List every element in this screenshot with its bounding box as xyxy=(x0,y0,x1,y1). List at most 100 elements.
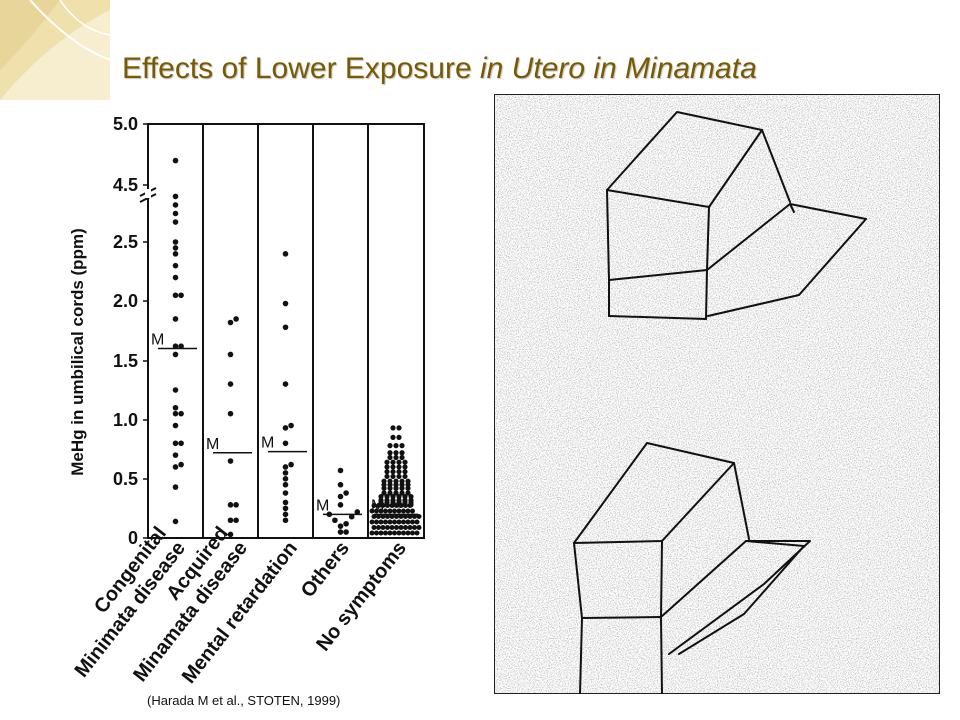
data-point xyxy=(384,459,390,465)
data-point xyxy=(172,316,179,322)
data-point xyxy=(412,525,417,530)
data-point xyxy=(381,478,387,484)
data-point xyxy=(402,502,408,508)
data-point xyxy=(172,210,179,217)
data-point xyxy=(227,502,234,508)
data-point xyxy=(282,425,289,431)
data-point xyxy=(399,450,405,456)
data-point xyxy=(402,469,408,475)
data-point xyxy=(227,410,234,417)
data-point xyxy=(410,530,415,536)
data-point xyxy=(337,481,344,488)
data-point xyxy=(282,251,289,257)
data-point xyxy=(405,508,411,514)
data-point xyxy=(398,525,404,530)
data-point xyxy=(414,519,420,525)
data-point xyxy=(172,422,179,429)
data-point xyxy=(337,502,344,508)
data-point xyxy=(396,459,402,465)
data-point xyxy=(337,467,344,474)
axis-break-gap xyxy=(145,189,151,198)
data-point xyxy=(390,434,396,440)
data-point xyxy=(378,508,384,514)
data-point xyxy=(396,425,402,431)
data-point xyxy=(383,508,388,514)
data-point xyxy=(402,464,408,470)
data-point xyxy=(396,469,402,475)
data-point xyxy=(387,450,393,456)
data-point xyxy=(416,514,422,519)
data-point xyxy=(389,525,395,530)
citation: (Harada M et al., STOTEN, 1999) xyxy=(147,693,341,708)
data-point xyxy=(390,473,396,480)
data-point xyxy=(385,514,390,519)
data-point xyxy=(233,316,239,322)
data-point xyxy=(401,519,406,525)
data-point xyxy=(282,499,289,506)
data-point xyxy=(178,461,184,468)
data-point xyxy=(387,478,393,484)
data-point xyxy=(393,485,399,491)
data-point xyxy=(282,464,289,470)
data-point xyxy=(387,490,393,496)
data-point xyxy=(384,502,390,508)
data-point xyxy=(282,476,289,482)
data-point xyxy=(402,459,408,465)
data-point xyxy=(380,514,386,519)
data-point xyxy=(387,519,393,525)
data-point xyxy=(381,490,387,496)
data-point xyxy=(172,274,179,281)
data-point xyxy=(371,503,377,508)
median-label: M xyxy=(261,435,274,452)
data-point xyxy=(227,351,234,358)
x-category-label: CongenitalMinimata disease xyxy=(52,523,190,682)
data-point xyxy=(390,493,396,500)
data-point xyxy=(393,482,399,488)
data-point xyxy=(399,478,405,484)
scatter-chart: MeHg in umbilical cords (ppm) 0 0.5 1.0 1.5… xyxy=(52,114,425,688)
data-point xyxy=(389,514,395,519)
data-point xyxy=(399,490,405,496)
data-point xyxy=(390,502,396,508)
data-point xyxy=(354,509,361,515)
data-point xyxy=(393,490,399,496)
y-tick-label: 0 xyxy=(128,528,138,548)
data-point xyxy=(374,508,379,514)
data-point xyxy=(227,517,234,524)
data-point xyxy=(381,485,387,491)
data-point xyxy=(172,452,179,458)
data-point xyxy=(172,351,179,358)
data-point xyxy=(172,464,179,470)
data-point xyxy=(384,493,390,500)
data-point xyxy=(172,343,179,349)
data-point xyxy=(172,193,179,200)
data-point xyxy=(396,508,402,514)
data-point xyxy=(390,425,396,431)
data-point xyxy=(380,525,386,530)
data-point xyxy=(378,530,384,536)
data-point xyxy=(172,440,179,447)
data-point xyxy=(227,319,234,326)
data-point xyxy=(337,529,344,535)
data-point xyxy=(387,485,393,491)
data-point xyxy=(405,490,411,496)
x-category-label-line: Others xyxy=(297,538,354,602)
data-point xyxy=(172,262,179,269)
data-point xyxy=(396,493,402,500)
data-point xyxy=(343,529,349,535)
data-point xyxy=(282,490,289,496)
plot-frame xyxy=(147,123,425,539)
data-point xyxy=(288,461,294,468)
data-point xyxy=(233,502,239,508)
slide-title: Effects of Lower Exposure in Utero in Mi… xyxy=(122,52,757,86)
data-point xyxy=(371,525,377,530)
data-point xyxy=(282,505,289,512)
data-point xyxy=(387,443,393,449)
y-tick-label: 0.5 xyxy=(113,469,138,489)
data-point xyxy=(387,508,393,514)
data-point xyxy=(393,478,399,484)
data-point xyxy=(405,482,411,488)
data-point xyxy=(401,530,406,536)
data-point xyxy=(410,519,415,525)
data-point xyxy=(407,525,413,530)
